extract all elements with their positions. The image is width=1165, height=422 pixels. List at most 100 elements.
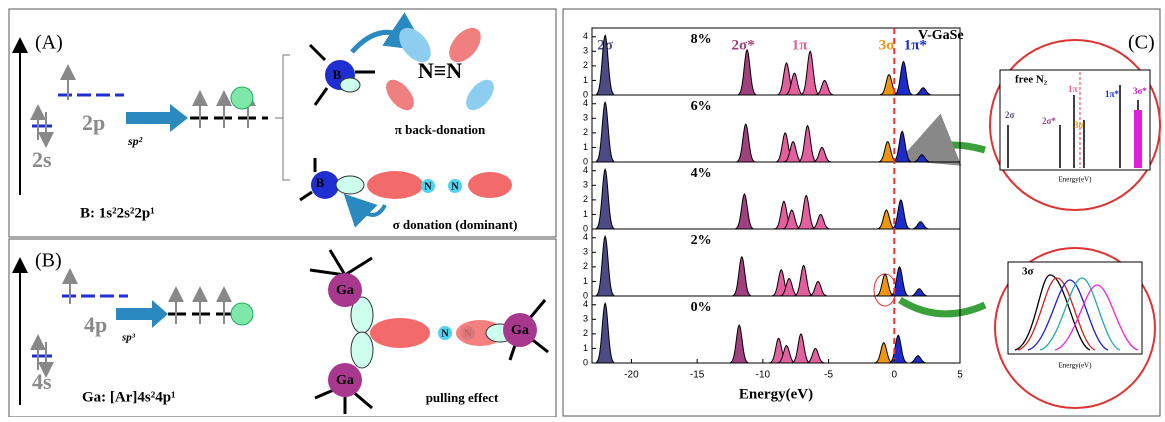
y-tick-label: 0	[583, 357, 588, 367]
empty-orbital	[230, 86, 254, 110]
dos-peak	[730, 324, 749, 364]
panel-label: 0%	[691, 300, 712, 315]
atom-label: N	[441, 328, 449, 339]
nitrogen-atom	[438, 326, 452, 340]
inset-frame	[999, 69, 1151, 171]
bond	[308, 43, 327, 62]
y-tick-label: 0	[583, 290, 588, 300]
inset-title: free N₂	[1015, 74, 1048, 86]
inset-label: 2σ*	[1042, 116, 1056, 126]
boron-atom	[311, 171, 339, 199]
gallium-atom	[328, 363, 362, 397]
y-tick-label: 1	[583, 142, 588, 152]
dos-peak	[889, 334, 908, 364]
atom-label: Ga	[336, 283, 354, 298]
panel-label: (B)	[35, 250, 62, 272]
y-tick-label: 4	[583, 299, 588, 309]
orbital-lobe	[350, 331, 374, 369]
dos-peak	[877, 209, 896, 230]
orbital-lobe	[468, 172, 512, 198]
level-label: 2p	[82, 110, 105, 135]
dos-peak	[892, 130, 912, 163]
orbital-label: 3σ	[879, 37, 896, 53]
dos-peak	[735, 193, 754, 230]
panel-label: 2%	[691, 233, 712, 248]
dos-peak	[798, 124, 817, 163]
dos-peak	[732, 255, 752, 297]
panel-label: (C)	[1128, 32, 1155, 54]
inset-axis-label: Energy(eV)	[1059, 362, 1093, 370]
y-tick-label: 4	[583, 165, 588, 175]
y-tick-label: 2	[583, 194, 588, 204]
hybrid-label: sp²	[127, 134, 143, 148]
inset-label: 2σ	[1005, 110, 1015, 120]
y-tick-label: 1	[583, 276, 588, 286]
gallium-atom	[328, 273, 362, 307]
y-tick-label: 1	[583, 343, 588, 353]
atom-label: N	[451, 181, 459, 192]
orbital-label: 2σ*	[732, 37, 755, 53]
inset-label: 1π	[1068, 84, 1078, 94]
y-tick-label: 3	[583, 46, 588, 56]
y-tick-label: 0	[583, 156, 588, 166]
gallium-atom	[503, 313, 537, 347]
y-tick-label: 4	[583, 232, 588, 242]
y-tick-label: 3	[583, 247, 588, 257]
atom-label: B	[316, 175, 325, 190]
dos-peak	[911, 221, 930, 230]
dos-peak	[794, 264, 813, 297]
x-tick-label: 5	[957, 370, 963, 381]
dos-peak	[891, 199, 911, 230]
level-label: 4s	[32, 369, 52, 394]
panel-frame	[562, 8, 1161, 417]
nitrogen-atom	[421, 179, 435, 193]
panel-label: 8%	[691, 32, 712, 47]
y-tick-label: 3	[583, 314, 588, 324]
panel-label: (A)	[35, 32, 63, 54]
x-tick-label: 0	[892, 370, 898, 381]
dos-peak	[806, 347, 825, 364]
electron-config: B: 1s²2s²2p¹	[80, 205, 155, 221]
inset-label: 3σ	[1074, 120, 1084, 130]
panel-label: 6%	[691, 99, 712, 114]
dos-peak	[912, 154, 932, 163]
orbital-lobe	[370, 318, 430, 348]
y-tick-label: 0	[583, 89, 588, 99]
atom-label: Ga	[511, 323, 529, 338]
y-tick-label: 2	[583, 127, 588, 137]
hybridization-arrow	[116, 300, 168, 328]
dos-peak	[894, 60, 913, 96]
panel-frame	[8, 8, 557, 238]
level-label: 2s	[32, 147, 52, 172]
orbital-label: 1π	[792, 37, 809, 53]
dos-peak	[736, 123, 755, 163]
y-tick-label: 1	[583, 75, 588, 85]
caption: σ donation (dominant)	[393, 217, 518, 232]
hybridization-arrow	[126, 104, 188, 132]
y-tick-label: 3	[583, 180, 588, 190]
x-tick-label: -20	[624, 370, 639, 381]
y-tick-label: 0	[583, 223, 588, 233]
bond	[313, 87, 329, 106]
inset-title: 3σ	[1022, 266, 1034, 278]
atom-label: N	[424, 181, 432, 192]
inset-label: 1π*	[1105, 89, 1119, 99]
system-label: V-GaSe	[918, 28, 964, 43]
pointer-arrow	[898, 297, 987, 318]
dos-peak	[812, 146, 832, 163]
orbital-lobe	[466, 79, 494, 111]
orbital-lobe	[386, 79, 414, 111]
orbital-lobe	[339, 77, 361, 93]
y-tick-label: 4	[583, 98, 588, 108]
dos-peak	[800, 50, 820, 96]
orbital-lobe	[335, 175, 365, 195]
inset-label: 3σ*	[1133, 86, 1147, 96]
caption: π back-donation	[395, 122, 486, 137]
hybrid-label: sp³	[121, 332, 136, 344]
orbital-lobe	[449, 27, 481, 63]
dos-peak	[595, 234, 615, 297]
caption: pulling effect	[426, 390, 499, 405]
dos-peak	[595, 167, 615, 230]
nitrogen-atom	[448, 179, 462, 193]
x-tick-label: -5	[824, 370, 833, 381]
